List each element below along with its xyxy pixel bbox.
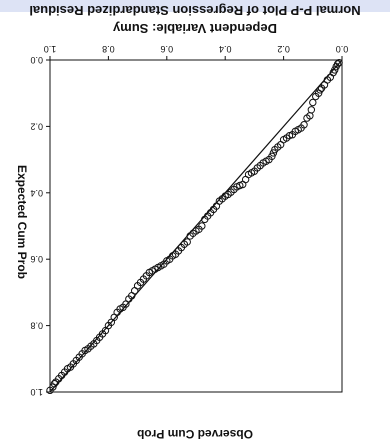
plot-frame — [49, 59, 343, 393]
reference-line — [49, 59, 343, 393]
y-tick-label-5: 1.0 — [30, 387, 43, 397]
y-tick-label-4: 0.8 — [30, 321, 43, 331]
data-point-0-9 — [316, 86, 324, 94]
data-point-0-56 — [186, 232, 194, 240]
data-point-0-105 — [46, 386, 54, 395]
x-tick-label-3: 0.6 — [161, 44, 174, 54]
data-point-0-27 — [269, 149, 278, 157]
x-tick-label-4: 0.8 — [102, 44, 115, 54]
top-accent-band — [0, 0, 390, 12]
rotated-chart-group: Normal P-P Plot of Regression Standardiz… — [15, 3, 361, 441]
data-point-0-13 — [307, 106, 316, 114]
chart-title: Normal P-P Plot of Regression Standardiz… — [29, 3, 360, 18]
x-tick-label-0: 0.0 — [336, 44, 349, 54]
data-point-0-15 — [303, 114, 311, 122]
y-tick-label-1: 0.2 — [30, 121, 43, 131]
data-point-0-103 — [50, 380, 59, 388]
y-axis-label: Expected Cum Prob — [15, 165, 29, 279]
data-points — [46, 58, 343, 395]
y-tick-label-0: 0.0 — [30, 55, 43, 65]
axis-ticks: 0.00.20.40.60.81.00.00.20.40.60.81.0 — [30, 44, 348, 397]
x-axis-label: Observed Cum Prob — [137, 427, 253, 441]
data-point-0-12 — [309, 98, 317, 107]
x-tick-label-1: 0.2 — [277, 44, 290, 54]
x-tick-label-2: 0.4 — [219, 44, 232, 54]
y-tick-label-2: 0.4 — [30, 188, 43, 198]
data-point-0-26 — [271, 145, 279, 154]
y-tick-label-3: 0.6 — [30, 254, 43, 264]
data-point-0-2 — [332, 62, 340, 71]
x-tick-label-5: 1.0 — [44, 44, 57, 54]
data-point-0-51 — [201, 215, 209, 224]
data-point-0-11 — [312, 92, 320, 101]
chart-subtitle: Dependent Variable: Sumy — [112, 21, 277, 36]
